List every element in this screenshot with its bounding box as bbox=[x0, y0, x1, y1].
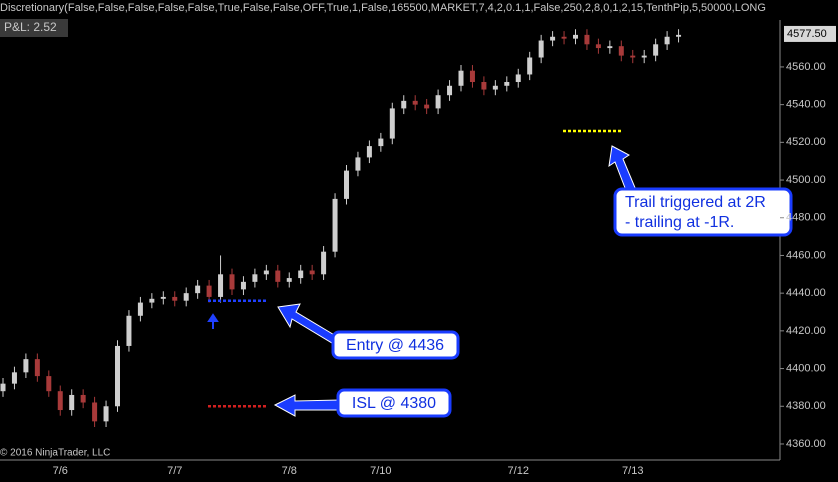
x-tick-label: 7/6 bbox=[53, 465, 68, 477]
candle-body bbox=[412, 100, 418, 105]
candle-body bbox=[172, 296, 178, 301]
candle-body bbox=[126, 315, 132, 346]
callout-box bbox=[613, 187, 793, 237]
candle-body bbox=[275, 270, 281, 282]
candle-body bbox=[57, 391, 63, 411]
candle-body bbox=[641, 55, 647, 58]
candle-body bbox=[115, 345, 120, 407]
candle-body bbox=[573, 34, 578, 39]
chart-title: Discretionary(False,False,False,False,Fa… bbox=[0, 2, 766, 14]
y-tick-label: 4520.00 bbox=[786, 136, 826, 148]
candle-body bbox=[469, 70, 475, 83]
y-tick-label: 4440.00 bbox=[786, 287, 826, 299]
candle-body bbox=[137, 302, 143, 316]
y-tick-label: 4420.00 bbox=[786, 325, 826, 337]
candle-body bbox=[378, 138, 384, 147]
entry-arrow bbox=[207, 313, 219, 329]
candle-body bbox=[229, 274, 235, 290]
candle-body bbox=[46, 376, 52, 392]
copyright: © 2016 NinjaTrader, LLC bbox=[0, 448, 110, 459]
candle-body bbox=[561, 36, 567, 39]
candle-body bbox=[527, 57, 533, 75]
pnl-label: P&L: 2.52 bbox=[4, 20, 57, 34]
candle-body bbox=[607, 46, 613, 49]
callout-text: ISL @ 4380 bbox=[352, 395, 436, 412]
candle-body bbox=[103, 406, 109, 422]
pnl-box bbox=[0, 19, 68, 37]
callout-isl: ISL @ 4380 bbox=[273, 388, 452, 418]
candle-body bbox=[218, 274, 224, 297]
candle-body bbox=[584, 34, 590, 45]
candle-body bbox=[149, 298, 155, 303]
x-tick-label: 7/12 bbox=[508, 465, 529, 477]
candle-body bbox=[355, 157, 361, 171]
candle-body bbox=[595, 44, 601, 49]
candle-body bbox=[504, 82, 510, 86]
candle-body bbox=[11, 372, 17, 384]
candle-body bbox=[160, 296, 166, 299]
candle-body bbox=[332, 198, 338, 252]
candle-body bbox=[23, 359, 29, 373]
candle-body bbox=[447, 85, 453, 96]
callout-box bbox=[336, 388, 452, 418]
callout-box bbox=[331, 330, 460, 360]
candle-body bbox=[252, 274, 258, 282]
y-tick-label: 4540.00 bbox=[786, 99, 826, 111]
y-tick-label: 4480.00 bbox=[786, 212, 826, 224]
last-price-label: 4577.50 bbox=[787, 28, 827, 40]
candle-body bbox=[309, 270, 315, 275]
candle-body bbox=[458, 70, 464, 86]
callout-trail: Trail triggered at 2R - trailing at -1R. bbox=[608, 145, 793, 237]
candle-body bbox=[321, 251, 327, 275]
candle-body bbox=[676, 34, 682, 37]
candle-body bbox=[538, 40, 544, 58]
candle-body bbox=[183, 293, 189, 301]
y-tick-label: 4460.00 bbox=[786, 249, 826, 261]
candle-body bbox=[240, 281, 246, 290]
candle-body bbox=[195, 285, 201, 294]
candle-body bbox=[69, 394, 75, 411]
candle-body bbox=[424, 104, 430, 109]
y-tick-label: 4400.00 bbox=[786, 362, 826, 374]
callout-entry: Entry @ 4436 bbox=[277, 303, 460, 360]
candle-body bbox=[618, 46, 624, 56]
callout-text: Trail triggered at 2R bbox=[625, 194, 766, 211]
candle-body bbox=[298, 270, 304, 279]
candle-body bbox=[206, 285, 212, 297]
x-tick-label: 7/13 bbox=[622, 465, 643, 477]
candle-body bbox=[515, 74, 521, 83]
candle-body bbox=[550, 36, 556, 41]
candle-body bbox=[344, 170, 349, 199]
candle-body bbox=[80, 394, 86, 403]
candle-body bbox=[481, 82, 487, 90]
candle-body bbox=[92, 402, 98, 422]
callout-text: - trailing at -1R. bbox=[625, 214, 734, 231]
candle-body bbox=[286, 278, 292, 282]
candle-body bbox=[0, 383, 6, 392]
y-tick-label: 4560.00 bbox=[786, 61, 826, 73]
marks bbox=[0, 29, 682, 428]
callout-text: Entry @ 4436 bbox=[346, 337, 444, 354]
candle-body bbox=[630, 55, 636, 58]
y-tick-label: 4380.00 bbox=[786, 400, 826, 412]
candle-body bbox=[389, 108, 395, 139]
x-tick-label: 7/8 bbox=[282, 465, 297, 477]
candle-body bbox=[664, 36, 670, 45]
candle-body bbox=[263, 270, 269, 275]
candle-body bbox=[653, 44, 659, 56]
candle-body bbox=[435, 95, 441, 109]
last-price-box bbox=[784, 25, 836, 42]
candle-body bbox=[401, 100, 407, 109]
y-tick-label: 4360.00 bbox=[786, 438, 826, 450]
x-tick-label: 7/10 bbox=[370, 465, 391, 477]
candle-body bbox=[492, 85, 498, 90]
x-tick-label: 7/7 bbox=[167, 465, 182, 477]
candle-body bbox=[366, 146, 372, 158]
candle-body bbox=[34, 359, 40, 377]
y-tick-label: 4500.00 bbox=[786, 174, 826, 186]
